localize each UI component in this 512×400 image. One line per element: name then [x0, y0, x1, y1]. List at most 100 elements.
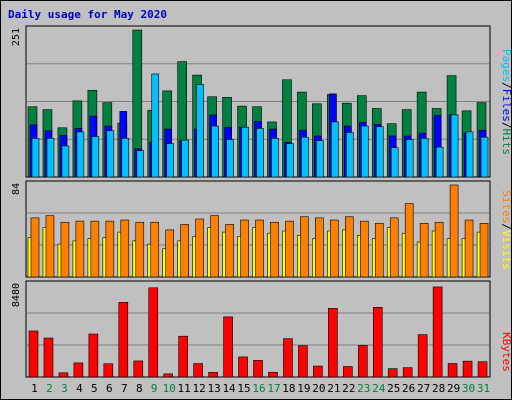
bar-pages-day-25	[390, 147, 399, 178]
legend-middle-item-1: /	[500, 223, 512, 230]
chart-bars	[27, 29, 489, 378]
bar-sites-day-31	[479, 223, 489, 278]
bar-pages-day-6	[106, 130, 115, 178]
bar-kbytes-day-23	[357, 345, 368, 378]
bar-pages-day-27	[420, 138, 429, 178]
x-label-day-6: 6	[106, 382, 113, 395]
bar-pages-day-1	[31, 138, 40, 178]
bar-pages-day-21	[331, 121, 339, 178]
x-label-day-17: 17	[267, 382, 280, 395]
legend-top-item-4: Hits	[500, 129, 512, 156]
x-label-day-12: 12	[193, 382, 206, 395]
bar-pages-day-22	[346, 132, 354, 178]
bar-kbytes-day-2	[43, 337, 54, 378]
bar-sites-day-27	[419, 223, 429, 278]
legend-bottom-item-0: KBytes	[500, 332, 512, 372]
bar-pages-day-24	[375, 126, 384, 178]
bar-pages-day-26	[405, 139, 414, 178]
bar-pages-day-2	[46, 138, 55, 178]
x-label-day-14: 14	[222, 382, 236, 395]
x-label-day-7: 7	[121, 382, 128, 395]
bar-sites-day-28	[434, 221, 444, 278]
bar-kbytes-day-25	[387, 368, 398, 378]
x-label-day-27: 27	[417, 382, 430, 395]
x-label-day-15: 15	[237, 382, 250, 395]
bar-kbytes-day-6	[103, 363, 114, 378]
x-label-day-29: 29	[447, 382, 460, 395]
bar-kbytes-day-12	[193, 363, 203, 378]
y-max-label-middle: 84	[11, 183, 22, 195]
bar-pages-day-3	[61, 145, 70, 178]
legend-top-item-3: /	[500, 122, 512, 129]
x-label-day-22: 22	[342, 382, 355, 395]
bar-kbytes-day-31	[477, 361, 488, 378]
bar-sites-day-25	[389, 217, 399, 278]
bar-sites-day-11	[180, 224, 189, 278]
bar-kbytes-day-20	[313, 365, 323, 378]
bar-kbytes-day-9	[148, 287, 159, 378]
x-axis-labels: 1 2 3 4 5 6 7 8 9 10 11 12 13 14 15 16 17 18 19 20 21 22 23 24 2…	[31, 382, 490, 395]
legend-bottom: KBytes	[500, 332, 512, 372]
bar-kbytes-day-8	[133, 360, 144, 378]
bar-pages-day-31	[480, 136, 489, 178]
x-label-day-11: 11	[178, 382, 191, 395]
legend-top: Pages/Files/Hits	[500, 49, 512, 155]
x-label-day-30: 30	[462, 382, 475, 395]
bar-sites-day-21	[330, 219, 339, 278]
bar-sites-day-15	[240, 219, 249, 278]
bar-sites-day-13	[210, 215, 219, 278]
x-label-day-5: 5	[91, 382, 98, 395]
bar-pages-day-15	[241, 126, 249, 178]
legend-middle: Sites/Visits	[500, 190, 512, 270]
bar-sites-day-10	[165, 229, 175, 278]
x-label-day-20: 20	[312, 382, 325, 395]
legend-top-item-0: Pages	[500, 49, 512, 82]
bar-kbytes-day-30	[462, 360, 473, 378]
bar-sites-day-24	[374, 223, 384, 278]
bar-kbytes-day-13	[208, 372, 218, 378]
bar-sites-day-16	[255, 219, 264, 278]
bar-pages-day-11	[181, 139, 189, 178]
chart-panels	[25, 25, 491, 378]
bar-pages-day-5	[91, 136, 100, 178]
bar-kbytes-day-14	[223, 316, 233, 378]
bar-pages-day-9	[151, 73, 160, 178]
bar-sites-day-7	[120, 219, 130, 278]
bar-kbytes-day-1	[28, 330, 39, 378]
x-label-day-13: 13	[207, 382, 220, 395]
legend-middle-item-2: Visits	[500, 230, 512, 270]
bar-pages-day-10	[166, 143, 175, 178]
x-label-day-26: 26	[402, 382, 415, 395]
bar-pages-day-13	[211, 125, 219, 178]
x-label-day-24: 24	[372, 382, 386, 395]
bar-pages-day-7	[121, 138, 130, 178]
legend-top-item-1: /	[500, 82, 512, 89]
bar-kbytes-day-10	[163, 373, 174, 378]
bar-pages-day-28	[435, 146, 444, 178]
bar-pages-day-19	[301, 136, 309, 178]
x-label-day-18: 18	[282, 382, 295, 395]
bar-sites-day-18	[285, 220, 294, 278]
bar-pages-day-23	[360, 125, 369, 178]
x-label-day-28: 28	[432, 382, 445, 395]
bar-pages-day-4	[76, 131, 85, 178]
bar-sites-day-23	[359, 220, 369, 278]
bar-sites-day-2	[45, 215, 55, 278]
bar-sites-day-29	[449, 184, 459, 278]
bar-kbytes-day-3	[58, 372, 69, 378]
x-label-day-21: 21	[327, 382, 340, 395]
y-max-label-bottom: 8480	[11, 283, 22, 307]
bar-sites-day-17	[270, 221, 279, 278]
bar-kbytes-day-5	[88, 333, 99, 378]
bar-kbytes-day-15	[238, 356, 248, 378]
y-max-label-top: 251	[11, 28, 22, 46]
x-label-day-23: 23	[357, 382, 370, 395]
bar-kbytes-day-28	[432, 286, 443, 378]
legend-top-item-2: Files	[500, 89, 512, 122]
bar-sites-day-1	[30, 217, 40, 278]
bar-kbytes-day-24	[372, 307, 383, 378]
x-label-day-25: 25	[387, 382, 400, 395]
chart-title: Daily usage for May 2020	[8, 8, 167, 21]
